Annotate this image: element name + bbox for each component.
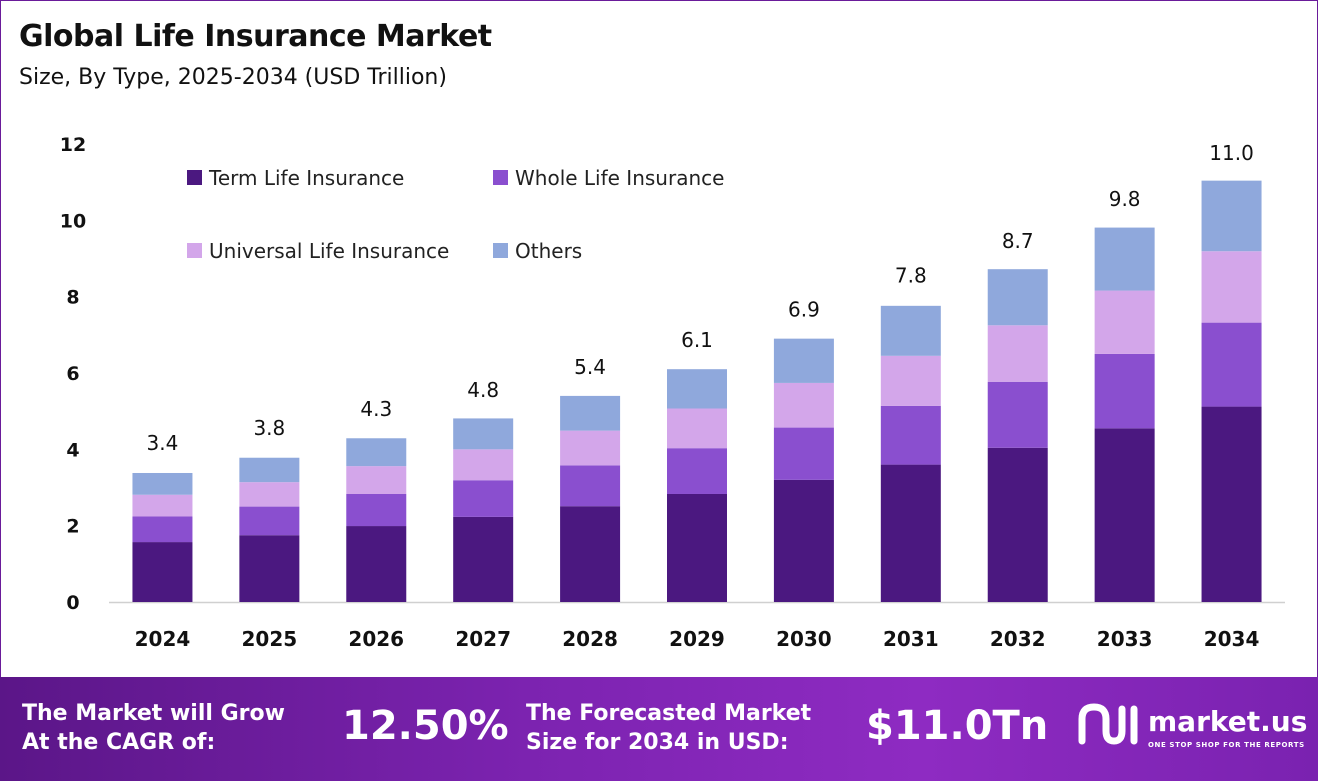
bar-segment-term-life-insurance (880, 464, 941, 602)
x-tick-label: 2033 (1097, 627, 1153, 651)
bar-segment-whole-life-insurance (773, 427, 834, 480)
x-tick-label: 2032 (990, 627, 1046, 651)
total-data-label: 4.8 (467, 378, 499, 402)
total-data-label: 9.8 (1109, 187, 1141, 211)
bar-segment-term-life-insurance (773, 479, 834, 602)
brand-tagline: ONE STOP SHOP FOR THE REPORTS (1148, 741, 1305, 749)
brand-logo: market.us ONE STOP SHOP FOR THE REPORTS (1078, 701, 1308, 761)
legend-swatch (493, 243, 508, 258)
bar-segment-whole-life-insurance (1094, 353, 1155, 429)
forecast-label: The Forecasted Market Size for 2034 in U… (526, 699, 811, 757)
bar-segment-whole-life-insurance (880, 405, 941, 465)
legend-swatch (187, 170, 202, 185)
total-data-label: 11.0 (1209, 141, 1254, 165)
bar-segment-universal-life-insurance (560, 430, 621, 466)
forecast-value: $11.0Tn (866, 703, 1049, 749)
bar-segment-whole-life-insurance (132, 516, 193, 543)
bar-segment-universal-life-insurance (1094, 290, 1155, 354)
bar-segment-universal-life-insurance (773, 382, 834, 428)
bar-segment-others (560, 395, 621, 431)
legend-swatch (187, 243, 202, 258)
y-tick-label: 10 (60, 210, 86, 232)
bar-segment-term-life-insurance (453, 516, 514, 602)
bar-segment-others (773, 338, 834, 383)
bar-segment-universal-life-insurance (667, 408, 727, 449)
chart-subtitle: Size, By Type, 2025-2034 (USD Trillion) (19, 65, 447, 90)
bar-segment-whole-life-insurance (346, 493, 407, 527)
bar-segment-term-life-insurance (1201, 406, 1262, 602)
forecast-label-line1: The Forecasted Market (526, 701, 812, 726)
total-data-label: 8.7 (1002, 229, 1034, 253)
y-tick-label: 8 (66, 287, 79, 309)
total-data-label: 7.8 (895, 263, 927, 287)
bar-segment-universal-life-insurance (1201, 251, 1262, 323)
x-tick-label: 2029 (669, 627, 725, 651)
x-tick-label: 2031 (883, 627, 939, 651)
bar-segment-others (1201, 180, 1262, 252)
bar-segment-term-life-insurance (987, 447, 1048, 602)
total-data-label: 4.3 (360, 397, 392, 421)
brand-name: market.us (1148, 705, 1308, 738)
legend-label: Others (515, 239, 582, 263)
legend-label: Term Life Insurance (208, 166, 404, 190)
bar-segment-whole-life-insurance (987, 381, 1048, 448)
bar-segment-universal-life-insurance (987, 325, 1048, 382)
summary-banner: The Market will Grow At the CAGR of: 12.… (0, 677, 1318, 781)
market-us-logo-icon (1078, 703, 1138, 745)
bar-segment-universal-life-insurance (239, 482, 300, 507)
cagr-value: 12.50% (342, 703, 509, 749)
x-tick-label: 2034 (1204, 627, 1260, 651)
total-data-label: 5.4 (574, 355, 606, 379)
legend-label: Whole Life Insurance (515, 166, 724, 190)
x-tick-label: 2025 (242, 627, 298, 651)
bar-segment-whole-life-insurance (560, 465, 621, 507)
bar-segment-others (1094, 227, 1155, 291)
bar-segment-universal-life-insurance (880, 355, 941, 406)
bar-segment-term-life-insurance (132, 542, 193, 602)
bar-segment-others (239, 457, 300, 483)
bar-segment-universal-life-insurance (453, 449, 514, 481)
x-tick-label: 2030 (776, 627, 832, 651)
y-tick-label: 12 (60, 134, 86, 156)
bar-segment-term-life-insurance (239, 535, 300, 602)
y-tick-label: 0 (66, 592, 79, 614)
bar-segment-universal-life-insurance (132, 494, 193, 517)
cagr-label-line1: The Market will Grow (22, 701, 285, 726)
bar-segment-others (987, 269, 1048, 326)
total-data-label: 6.1 (681, 328, 713, 352)
x-tick-label: 2024 (135, 627, 191, 651)
y-tick-label: 2 (66, 516, 79, 538)
bar-segment-others (453, 418, 514, 450)
bar-segment-others (880, 305, 941, 356)
x-tick-label: 2028 (562, 627, 618, 651)
bar-segment-whole-life-insurance (667, 448, 727, 494)
bar-segment-others (667, 369, 727, 409)
bar-segment-term-life-insurance (667, 493, 727, 602)
y-tick-label: 4 (66, 439, 79, 461)
bar-segment-term-life-insurance (560, 506, 621, 602)
x-tick-label: 2026 (348, 627, 404, 651)
bar-segment-others (346, 438, 407, 467)
forecast-label-line2: Size for 2034 in USD: (526, 730, 789, 755)
cagr-label-line2: At the CAGR of: (22, 730, 216, 755)
total-data-label: 3.8 (253, 416, 285, 440)
y-tick-label: 6 (66, 363, 79, 385)
legend-swatch (493, 170, 508, 185)
bar-segment-term-life-insurance (1094, 428, 1155, 602)
total-data-label: 6.9 (788, 298, 820, 322)
bar-segment-whole-life-insurance (239, 506, 300, 536)
total-data-label: 3.4 (147, 431, 179, 455)
bar-segment-whole-life-insurance (453, 480, 514, 517)
bar-segment-others (132, 472, 193, 495)
bar-segment-whole-life-insurance (1201, 322, 1262, 407)
legend-label: Universal Life Insurance (209, 239, 449, 263)
x-tick-label: 2027 (455, 627, 511, 651)
stacked-bar-chart: 0 2 4 6 8 10 12 3.4 2024 3.8 2025 4.3 2026 4.8 2027 5.4… (60, 134, 1285, 651)
chart-title: Global Life Insurance Market (19, 19, 492, 54)
bar-segment-universal-life-insurance (346, 466, 407, 494)
bar-segment-term-life-insurance (346, 526, 407, 602)
cagr-label: The Market will Grow At the CAGR of: (22, 699, 285, 757)
